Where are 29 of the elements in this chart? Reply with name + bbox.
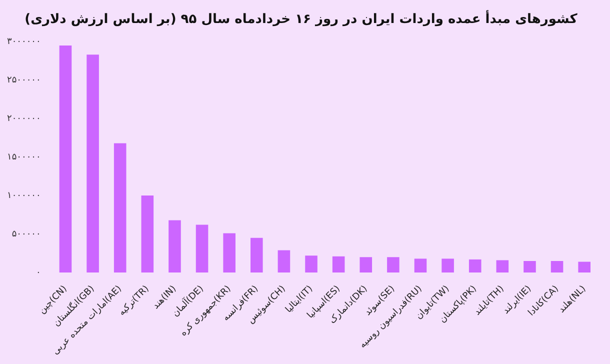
- y-tick-label: ۱۵۰۰۰۰۰: [6, 152, 41, 162]
- bar: [332, 256, 345, 273]
- bar: [114, 143, 126, 273]
- bar: [250, 238, 263, 273]
- chart-title: کشورهای مبدأ عمده واردات ایران در روز ۱۶ خردادماه سال ۹۵ (بر اساس ارزش دلاری): [24, 10, 578, 28]
- bar: [550, 260, 564, 273]
- y-tick-label: ۰: [36, 268, 41, 278]
- bar: [168, 220, 181, 273]
- bar: [305, 256, 318, 273]
- bar: [196, 224, 208, 273]
- bar: [496, 260, 509, 273]
- bar: [141, 196, 154, 273]
- bar: [578, 262, 590, 273]
- bar: [278, 250, 290, 273]
- bar: [442, 258, 454, 273]
- y-tick-label: ۱۰۰۰۰۰۰: [6, 190, 41, 201]
- bar: [387, 257, 400, 273]
- bar: [524, 260, 536, 273]
- bar: [360, 257, 372, 273]
- bar: [223, 233, 236, 273]
- x-tick-label: هلند(NL): [557, 284, 588, 316]
- bar: [468, 259, 482, 273]
- y-tick-label: ۲۰۰۰۰۰۰: [6, 114, 41, 124]
- y-tick-label: ۵۰۰۰۰۰: [12, 229, 41, 240]
- bar: [414, 258, 427, 273]
- y-tick-label: ۲۵۰۰۰۰۰: [6, 75, 41, 86]
- y-tick-label: ۳۰۰۰۰۰۰: [6, 36, 41, 47]
- bar: [59, 45, 72, 273]
- bar: [86, 54, 99, 273]
